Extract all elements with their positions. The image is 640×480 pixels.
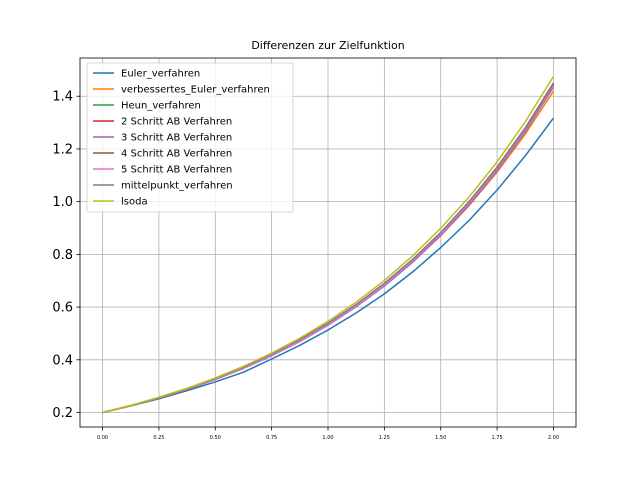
y-tick-label: 0.4 xyxy=(52,353,73,368)
x-tick-label: 1.75 xyxy=(492,435,503,441)
y-tick-label: 0.6 xyxy=(52,301,73,316)
x-tick-label: 1.50 xyxy=(435,435,446,441)
y-tick-label: 1.2 xyxy=(52,142,73,157)
legend-label: Heun_verfahren xyxy=(121,101,201,112)
legend-label: 4 Schritt AB Verfahren xyxy=(121,149,232,160)
series-line-1 xyxy=(102,117,555,414)
series-line-9 xyxy=(102,76,555,414)
y-tick-label: 0.2 xyxy=(52,406,73,421)
y-tick-label: 1.0 xyxy=(52,195,73,210)
chart-title: Differenzen zur Zielfunktion xyxy=(251,39,404,52)
y-tick-label: 0.8 xyxy=(52,248,73,263)
x-tick-label: 1.00 xyxy=(322,435,333,441)
legend-label: Euler_verfahren xyxy=(121,69,200,80)
x-tick-label: 2.00 xyxy=(548,435,559,441)
x-tick-label: 0.75 xyxy=(266,435,277,441)
x-tick-label: 1.25 xyxy=(379,435,390,441)
legend-label: 2 Schritt AB Verfahren xyxy=(121,117,232,128)
legend-box xyxy=(86,62,294,213)
x-axis-ticks: 0.00 0.25 0.50 0.75 1.00 1.25 1.50 1.75 2.00 xyxy=(97,427,559,441)
legend: Euler_verfahren verbessertes_Euler_verfah… xyxy=(86,62,294,213)
x-tick-label: 0.00 xyxy=(97,435,108,441)
y-axis-ticks: 0.2 0.4 0.6 0.8 1.0 1.2 1.4 xyxy=(52,90,80,421)
legend-label: 5 Schritt AB Verfahren xyxy=(121,165,232,176)
legend-label: 3 Schritt AB Verfahren xyxy=(121,133,232,144)
series-lines xyxy=(102,76,555,414)
x-tick-label: 0.25 xyxy=(153,435,164,441)
legend-label: lsoda xyxy=(121,197,148,208)
legend-label: mittelpunkt_verfahren xyxy=(121,181,233,192)
legend-label: verbessertes_Euler_verfahren xyxy=(121,85,270,96)
x-tick-label: 0.50 xyxy=(210,435,221,441)
y-tick-label: 1.4 xyxy=(52,90,73,105)
